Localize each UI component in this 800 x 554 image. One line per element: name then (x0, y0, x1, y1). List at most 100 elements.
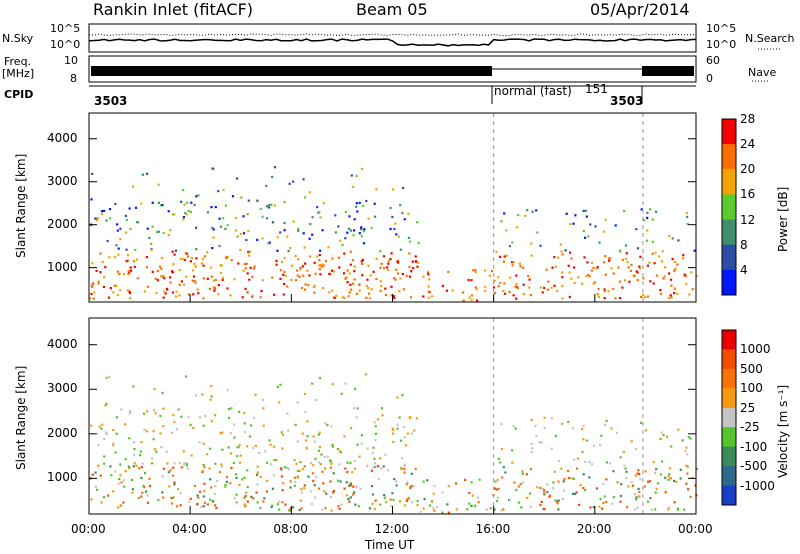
echo-cell (221, 448, 224, 451)
echo-cell (214, 206, 217, 209)
echo-cell (281, 433, 285, 436)
echo-cell (375, 257, 378, 260)
echo-cell (296, 274, 299, 277)
echo-cell (585, 275, 588, 278)
echo-cell (369, 274, 372, 277)
echo-cell (349, 484, 352, 487)
echo-cell (234, 473, 237, 476)
echo-cell (250, 495, 253, 498)
echo-cell (238, 410, 241, 413)
echo-cell (187, 209, 190, 212)
echo-cell (258, 451, 261, 454)
echo-cell (639, 421, 643, 424)
echo-cell (212, 236, 215, 239)
echo-cell (181, 466, 184, 469)
echo-cell (401, 457, 404, 460)
echo-cell (374, 432, 377, 435)
echo-cell (596, 266, 599, 269)
echo-cell (324, 260, 328, 263)
echo-cell (297, 227, 300, 231)
echo-cell (151, 462, 154, 465)
echo-cell (173, 462, 176, 465)
echo-cell (377, 465, 380, 468)
echo-cell (179, 491, 182, 495)
echo-cell (650, 508, 653, 511)
echo-cell (228, 416, 231, 419)
echo-cell (529, 468, 532, 471)
colorbar-swatch (722, 466, 736, 486)
echo-cell (515, 226, 519, 229)
echo-cell (303, 246, 306, 249)
echo-cell (634, 498, 638, 501)
echo-cell (127, 465, 130, 468)
echo-cell (126, 254, 129, 257)
echo-cell (330, 269, 333, 272)
echo-cell (318, 268, 321, 271)
echo-cell (184, 375, 188, 378)
echo-cell (511, 264, 514, 267)
echo-cell (309, 223, 312, 226)
echo-cell (225, 480, 228, 483)
echo-cell (522, 292, 525, 295)
echo-cell (539, 244, 542, 247)
echo-cell (92, 297, 95, 300)
echo-cell (276, 385, 279, 388)
echo-cell (234, 229, 237, 232)
echo-cell (470, 481, 473, 484)
echo-cell (642, 293, 645, 297)
echo-cell (564, 249, 567, 252)
echo-cell (209, 478, 212, 481)
echo-cell (468, 491, 471, 495)
echo-cell (470, 279, 473, 282)
echo-cell (605, 478, 608, 481)
echo-cell (290, 278, 293, 281)
echo-cell (313, 484, 316, 487)
echo-cell (166, 288, 169, 291)
echo-cell (636, 472, 639, 475)
echo-cell (321, 470, 324, 473)
echo-cell (548, 494, 552, 497)
echo-cell (202, 277, 205, 280)
echo-cell (676, 292, 679, 295)
echo-cell (206, 211, 209, 214)
echo-cell (108, 256, 111, 259)
echo-cell (560, 467, 563, 470)
echo-cell (447, 511, 450, 514)
echo-cell (390, 294, 393, 297)
echo-cell (644, 296, 647, 299)
echo-cell (428, 278, 431, 281)
echo-cell (295, 279, 298, 282)
echo-cell (117, 506, 120, 509)
echo-cell (128, 290, 131, 293)
echo-cell (130, 478, 134, 481)
echo-cell (646, 264, 649, 267)
echo-cell (643, 485, 646, 488)
echo-cell (556, 500, 559, 503)
echo-cell (663, 275, 666, 278)
echo-cell (116, 270, 119, 273)
echo-cell (583, 256, 586, 259)
echo-cell (485, 508, 488, 511)
echo-cell (89, 297, 92, 300)
echo-cell (320, 265, 323, 268)
echo-cell (389, 498, 392, 501)
echo-cell (219, 432, 222, 435)
echo-cell (265, 490, 268, 493)
echo-cell (637, 469, 640, 472)
echo-cell (516, 286, 519, 290)
echo-cell (586, 261, 589, 264)
echo-cell (377, 477, 380, 480)
echo-cell (632, 274, 635, 277)
echo-cell (170, 502, 174, 505)
echo-cell (304, 283, 307, 286)
echo-cell (582, 209, 585, 212)
echo-cell (175, 505, 178, 508)
echo-cell (667, 296, 670, 300)
echo-cell (605, 500, 608, 504)
echo-cell (140, 441, 143, 444)
echo-cell (252, 267, 256, 270)
echo-cell (379, 503, 382, 506)
echo-cell (348, 227, 351, 230)
echo-cell (366, 278, 369, 281)
echo-cell (374, 464, 377, 468)
